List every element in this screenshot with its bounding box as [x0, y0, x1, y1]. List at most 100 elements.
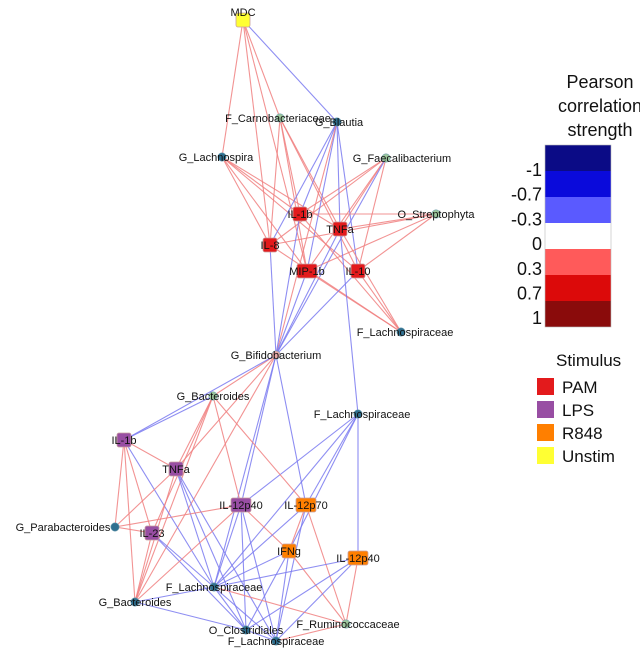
edges-layer [114, 19, 437, 642]
node-mdc [235, 12, 251, 28]
colorbar-swatch-1 [545, 171, 611, 197]
colorbar-swatch-6 [545, 301, 611, 327]
edge-il12p40_lps-lachnoF4 [240, 504, 277, 642]
edge-bifido-il1b_lps [123, 354, 277, 441]
node-label-tnfa_lps: TNFa [162, 464, 190, 476]
stimulus-swatch-pam [537, 378, 554, 395]
edge-lachnoF2-lachnoF3 [213, 413, 359, 588]
node-label-rumino: F_Ruminococcaceae [296, 619, 399, 631]
node-il8_pam [262, 237, 278, 253]
node-label-bacter1: G_Bacteroides [177, 391, 250, 403]
edge-lachnoF2-il12p40_lps [240, 413, 359, 506]
node-bacter1 [208, 391, 218, 401]
edge-lachnoF2-ifng_r848 [288, 413, 359, 552]
stimulus-legend-items: PAM LPS R848 Unstim [537, 378, 615, 466]
edge-mdc-mip1b_pam [242, 19, 308, 272]
edge-il12p40_lps-clostri [240, 504, 247, 631]
edge-blautia-mip1b_pam [306, 121, 338, 272]
node-label-lachnoF2: F_Lachnospiraceae [314, 409, 411, 421]
edge-bifido-tnfa_pam [275, 228, 341, 356]
node-lachnoF4 [271, 636, 281, 646]
edge-carno-il10_pam [279, 117, 359, 272]
node-label-il8_pam: IL-8 [261, 240, 280, 252]
stimulus-label-pam: PAM [562, 378, 598, 397]
edge-faecali-il8_pam [269, 157, 387, 246]
edge-lachnoF1-il1b_pam [299, 213, 402, 333]
node-carno [275, 113, 285, 123]
stimulus-swatch-unstim [537, 447, 554, 464]
edge-ifng_r848-clostri [245, 550, 290, 631]
edge-ifng_r848-rumino [288, 550, 347, 625]
colorbar-tick-3: 0 [532, 234, 542, 254]
edge-carno-mip1b_pam [279, 117, 308, 272]
edge-lachnoF1-mip1b_pam [306, 270, 402, 333]
edge-il23_lps-lachnoF3 [151, 532, 215, 588]
node-label-mdc: MDC [230, 7, 255, 19]
edge-il12p40_r848-rumino [345, 557, 359, 625]
colorbar-swatch-5 [545, 275, 611, 301]
edge-mdc-carno [242, 19, 281, 119]
node-label-strepto: O_Streptophyta [397, 209, 475, 221]
colorbar-ticks: -1 -0.7 -0.3 0 0.3 0.7 1 [511, 160, 542, 328]
edge-tnfa_lps-parabac [114, 468, 177, 528]
edge-lachnoF2-il12p70_r848 [305, 413, 359, 506]
edge-mdc-blautia [242, 19, 338, 123]
edge-mdc-lachno_g [221, 19, 244, 158]
node-label-mip1b_pam: MIP-1b [289, 266, 324, 278]
edge-clostri-lachnoF4 [245, 629, 277, 642]
edge-bifido-il8_pam [269, 244, 277, 356]
colorbar-swatches [544, 144, 612, 328]
edge-bifido-il10_pam [275, 270, 359, 356]
colorbar-tick-6: 1 [532, 308, 542, 328]
node-label-il12p70_r848: IL-12p70 [284, 500, 327, 512]
stimulus-legend-title: Stimulus [556, 351, 621, 370]
edge-lachnoF1-tnfa_pam [339, 228, 402, 333]
colorbar-swatch-3 [545, 223, 611, 249]
stimulus-label-r848: R848 [562, 424, 603, 443]
edge-lachnoF3-clostri [213, 586, 247, 631]
node-label-lachnoF3: F_Lachnospiraceae [166, 582, 263, 594]
node-label-lachnoF1: F_Lachnospiraceae [357, 327, 454, 339]
node-lachnoF3 [209, 582, 219, 592]
node-label-il1b_lps: IL-1b [111, 435, 136, 447]
edge-il23_lps-bacter2 [134, 532, 153, 603]
node-parabac [110, 522, 120, 532]
node-strepto [431, 209, 441, 219]
colorbar-title-line-1: Pearson [566, 72, 633, 92]
edge-bifido-bacter1 [212, 354, 277, 397]
edge-lachnoF1-il10_pam [357, 270, 402, 333]
edge-blautia-il10_pam [336, 121, 359, 272]
edge-lachnoF4-rumino [275, 623, 347, 642]
node-lachno_g [217, 152, 227, 162]
node-tnfa_pam [332, 221, 348, 237]
edge-lachno_g-il8_pam [221, 156, 271, 246]
edge-il12p40_lps-bacter2 [134, 504, 242, 603]
node-label-carno: F_Carnobacteriaceae [225, 113, 331, 125]
node-label-bacter2: G_Bacteroides [99, 597, 172, 609]
edge-bifido-bacter2 [134, 354, 277, 603]
node-mip1b_pam [296, 263, 318, 279]
colorbar-swatch-2 [545, 197, 611, 223]
node-label-il1b_pam: IL-1b [287, 209, 312, 221]
node-il12p40_r848 [347, 550, 369, 566]
edge-lachnoF3-bacter2 [134, 586, 215, 603]
edge-bifido-il1b_pam [275, 213, 301, 356]
edge-strepto-il10_pam [357, 213, 437, 272]
stimulus-swatch-lps [537, 401, 554, 418]
edge-il12p40_r848-lachnoF4 [275, 557, 359, 642]
edge-bacter1-il12p40_lps [212, 395, 242, 506]
node-clostri [241, 625, 251, 635]
colorbar-title-line-2: correlation [558, 96, 640, 116]
edge-bacter1-il12p70_r848 [212, 395, 307, 506]
edge-mdc-il8_pam [242, 19, 271, 246]
node-label-blautia: G_Blautia [315, 117, 364, 129]
colorbar-tick-1: -0.7 [511, 185, 542, 205]
edge-lachnoF3-lachnoF4 [213, 586, 277, 642]
node-il23_lps [144, 525, 160, 541]
node-label-ifng_r848: IFNg [277, 546, 301, 558]
edge-il1b_lps-parabac [114, 439, 125, 528]
node-label-parabac: G_Parabacteroides [16, 522, 111, 534]
node-il10_pam [350, 263, 366, 279]
node-blautia [332, 117, 342, 127]
